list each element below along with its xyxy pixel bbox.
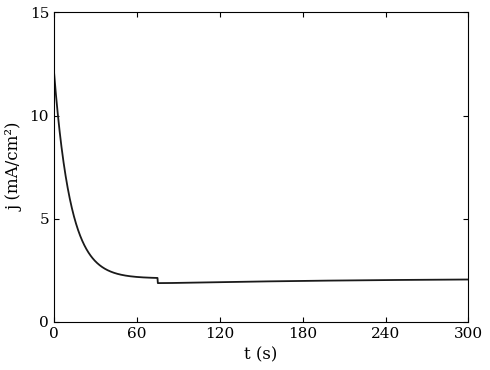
Y-axis label: j (mA/cm²): j (mA/cm²)	[7, 123, 24, 211]
X-axis label: t (s): t (s)	[245, 346, 278, 363]
